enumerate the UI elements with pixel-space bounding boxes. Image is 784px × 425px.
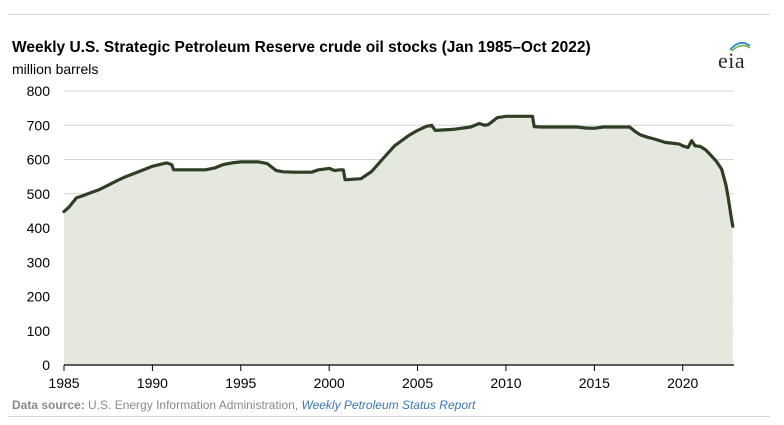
eia-logo-text: eia — [718, 48, 746, 73]
y-tick-label-800: 800 — [27, 83, 51, 99]
x-tick-label-2000: 2000 — [314, 375, 345, 391]
series-area-fill — [64, 116, 733, 365]
series-line — [62, 114, 735, 228]
data-source-link[interactable]: Weekly Petroleum Status Report — [301, 398, 476, 412]
bottom-divider — [8, 416, 770, 417]
data-source-note: Data source: U.S. Energy Information Adm… — [12, 398, 475, 412]
x-tick-label-2020: 2020 — [667, 375, 698, 391]
y-tick-label-100: 100 — [27, 323, 51, 339]
x-tick-label-2005: 2005 — [402, 375, 433, 391]
y-tick-label-200: 200 — [27, 289, 51, 305]
x-tick-label-1990: 1990 — [137, 375, 168, 391]
eia-logo: eia — [718, 40, 762, 74]
y-axis-unit-label: million barrels — [12, 61, 99, 77]
y-tick-label-600: 600 — [27, 152, 51, 168]
top-divider — [8, 14, 770, 15]
data-source-text: U.S. Energy Information Administration, — [84, 398, 302, 412]
y-tick-label-0: 0 — [42, 357, 50, 373]
y-axis-ticks: 0 100 200 300 400 500 600 700 800 — [27, 83, 51, 373]
y-tick-label-400: 400 — [27, 220, 51, 236]
x-tick-label-1995: 1995 — [225, 375, 256, 391]
x-tick-label-1985: 1985 — [48, 375, 79, 391]
x-tick-label-2015: 2015 — [579, 375, 610, 391]
data-source-label: Data source: — [12, 398, 85, 412]
x-axis-ticks: 1985 1990 1995 2000 2005 2010 2015 2020 — [48, 365, 699, 391]
y-tick-label-500: 500 — [27, 186, 51, 202]
y-tick-label-300: 300 — [27, 254, 51, 270]
x-tick-label-2010: 2010 — [490, 375, 521, 391]
chart-title: Weekly U.S. Strategic Petroleum Reserve … — [12, 39, 591, 56]
y-tick-label-700: 700 — [27, 117, 51, 133]
eia-logo-swoosh-icon — [729, 41, 751, 52]
